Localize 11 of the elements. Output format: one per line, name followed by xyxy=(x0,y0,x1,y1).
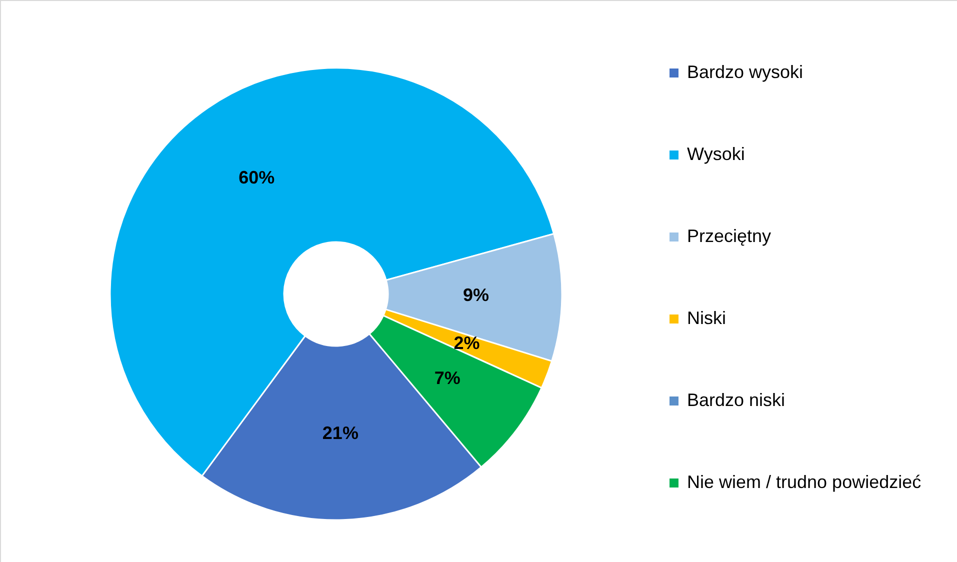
data-label: 2% xyxy=(454,332,480,353)
data-label: 60% xyxy=(238,168,275,188)
legend-label: Nie wiem / trudno powiedzieć xyxy=(687,472,922,492)
data-label: 9% xyxy=(462,285,489,306)
legend-label: Niski xyxy=(687,308,726,328)
legend-label: Wysoki xyxy=(687,144,745,164)
legend-label: Bardzo wysoki xyxy=(687,62,804,82)
legend-label: Bardzo niski xyxy=(687,390,786,410)
legend-label: Przeciętny xyxy=(687,226,772,246)
data-label: 21% xyxy=(322,422,358,443)
data-label: 7% xyxy=(434,368,460,388)
